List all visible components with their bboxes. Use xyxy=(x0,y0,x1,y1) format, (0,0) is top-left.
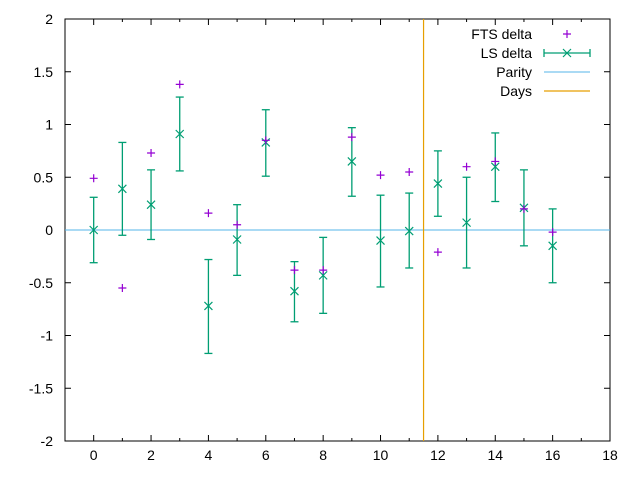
y-tick-label: -2 xyxy=(41,433,54,449)
ls-point xyxy=(376,236,385,245)
ls-point xyxy=(290,286,299,296)
fts-point xyxy=(233,220,242,229)
ls-point xyxy=(232,235,242,244)
fts-point xyxy=(319,266,328,275)
fts-point xyxy=(405,167,414,176)
ls-point xyxy=(347,157,357,166)
ls-point xyxy=(146,200,156,210)
y-tick-label: -1.5 xyxy=(29,380,53,396)
ls-point xyxy=(548,241,558,251)
x-tick-label: 8 xyxy=(319,447,327,463)
ls-point xyxy=(117,184,127,194)
x-tick-label: 2 xyxy=(147,447,155,463)
fts-point xyxy=(347,133,356,142)
fts-point xyxy=(89,174,98,183)
legend-label-days: Days xyxy=(500,83,532,99)
fts-point xyxy=(261,136,270,145)
x-tick-label: 6 xyxy=(262,447,270,463)
fts-point xyxy=(290,266,299,275)
ls-point xyxy=(462,218,472,228)
reference-lines-layer xyxy=(65,19,610,441)
ls-point xyxy=(490,162,500,172)
fts-point xyxy=(376,171,385,180)
fts-point xyxy=(204,209,213,218)
ls-point xyxy=(175,129,185,139)
ls-point xyxy=(433,179,443,189)
legend: FTS delta LS delta Parity Days xyxy=(471,26,591,99)
ls-point xyxy=(318,270,328,280)
ls-point xyxy=(203,301,213,311)
legend-marker-fts xyxy=(563,30,571,38)
fts-point xyxy=(433,248,442,257)
x-tick-label: 0 xyxy=(90,447,98,463)
y-tick-label: -1 xyxy=(41,328,54,344)
x-tick-label: 18 xyxy=(602,447,618,463)
data-layer xyxy=(89,80,558,355)
x-tick-label: 10 xyxy=(373,447,389,463)
legend-label-fts: FTS delta xyxy=(471,26,532,42)
y-tick-label: 1 xyxy=(45,117,53,133)
legend-label-parity: Parity xyxy=(496,64,532,80)
fts-point xyxy=(147,148,156,157)
x-tick-label: 4 xyxy=(205,447,213,463)
legend-label-ls: LS delta xyxy=(481,45,533,61)
y-tick-label: 0.5 xyxy=(34,169,54,185)
y-tick-label: 2 xyxy=(45,11,53,27)
y-tick-label: -0.5 xyxy=(29,275,53,291)
ls-point xyxy=(404,226,414,236)
x-tick-label: 14 xyxy=(487,447,503,463)
fts-point xyxy=(118,284,127,293)
ls-point xyxy=(89,225,99,235)
fts-point xyxy=(491,157,500,166)
y-tick-label: 1.5 xyxy=(34,64,54,80)
y-tick-label: 0 xyxy=(45,222,53,238)
x-tick-label: 16 xyxy=(545,447,561,463)
axes-layer: 0 2 4 6 8 10 12 14 16 18 -2 -1.5 -1 -0.5 0 0.5 1 1.5 2 xyxy=(29,11,618,463)
x-tick-label: 12 xyxy=(430,447,446,463)
fts-point xyxy=(548,228,557,237)
fts-point xyxy=(462,162,471,171)
fts-point xyxy=(175,80,184,89)
legend-marker-ls xyxy=(562,48,572,58)
fts-point xyxy=(519,204,528,213)
